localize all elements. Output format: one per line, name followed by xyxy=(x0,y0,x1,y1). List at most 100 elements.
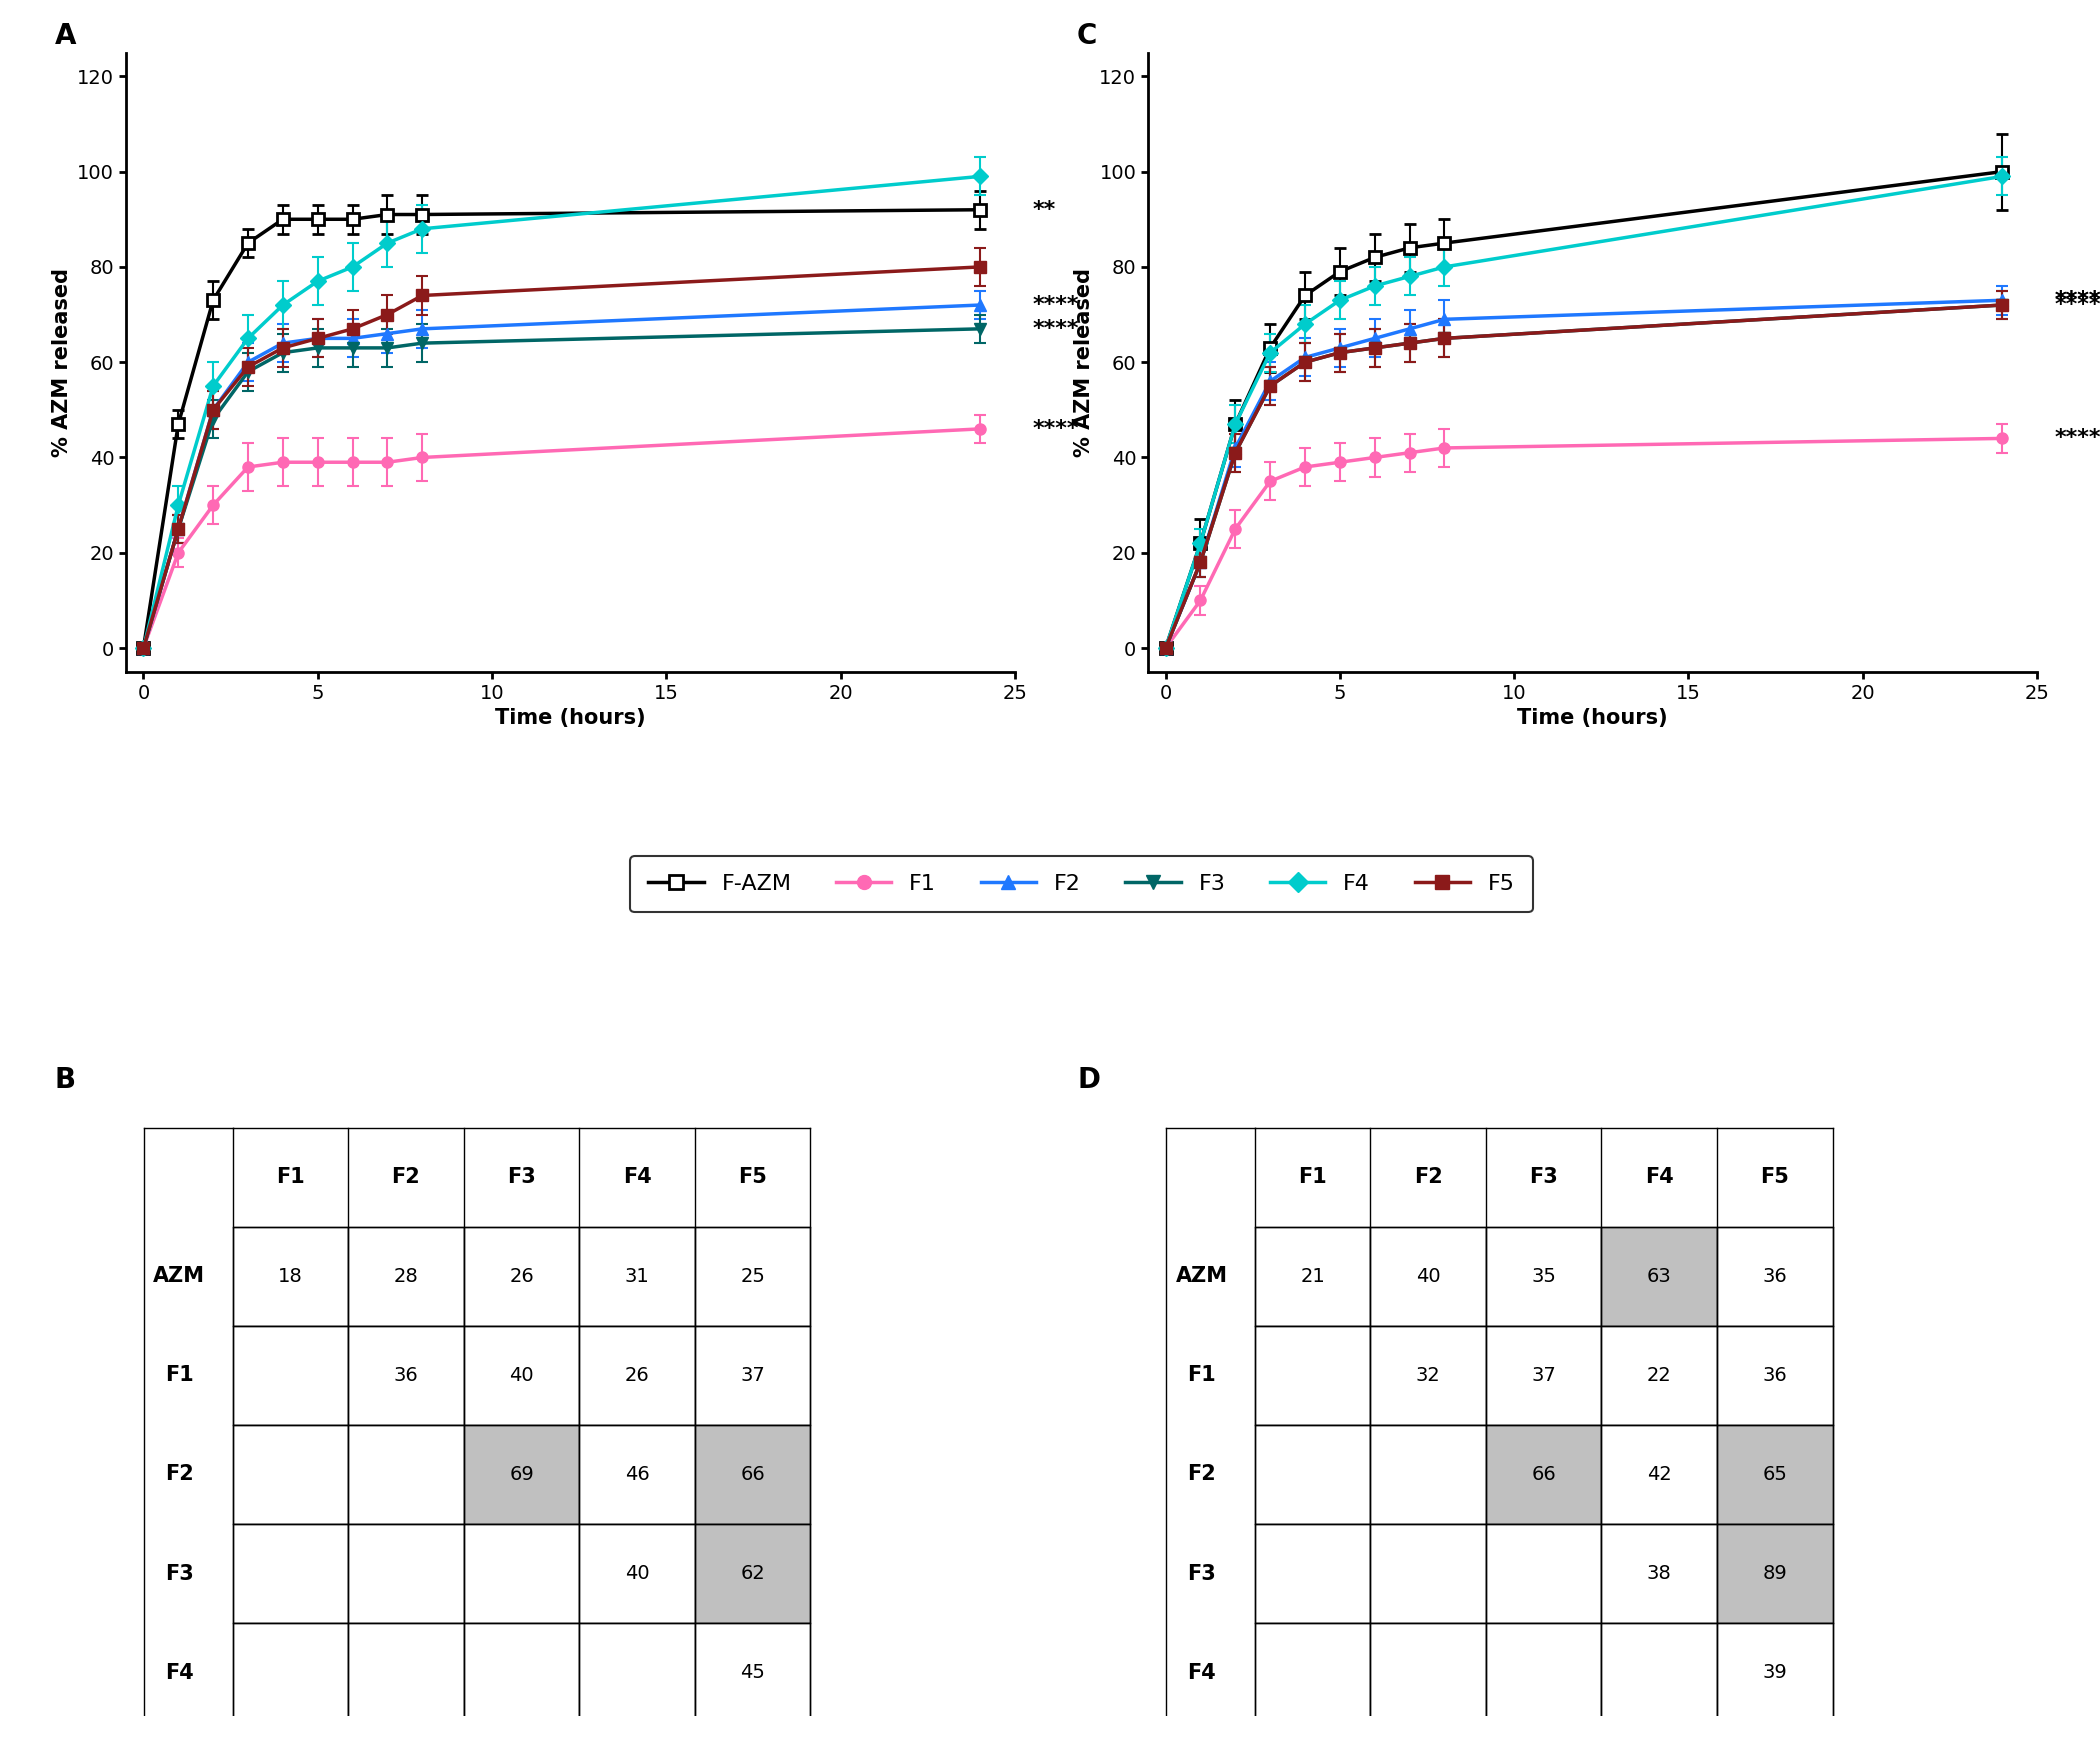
Text: F2: F2 xyxy=(166,1464,193,1485)
Text: 39: 39 xyxy=(1762,1663,1787,1683)
Text: 66: 66 xyxy=(1531,1466,1556,1483)
FancyBboxPatch shape xyxy=(1256,1523,1371,1623)
Text: F2: F2 xyxy=(1186,1464,1216,1485)
FancyBboxPatch shape xyxy=(1602,1623,1718,1723)
Text: F3: F3 xyxy=(1186,1564,1216,1583)
FancyBboxPatch shape xyxy=(1602,1523,1718,1623)
FancyBboxPatch shape xyxy=(1718,1623,1833,1723)
Text: 38: 38 xyxy=(1646,1564,1672,1583)
FancyBboxPatch shape xyxy=(1371,1623,1487,1723)
FancyBboxPatch shape xyxy=(1487,1326,1602,1425)
Text: F3: F3 xyxy=(1529,1168,1558,1187)
Text: ****: **** xyxy=(2054,291,2100,310)
Text: 40: 40 xyxy=(626,1564,649,1583)
Text: 21: 21 xyxy=(1300,1266,1325,1285)
FancyBboxPatch shape xyxy=(580,1227,695,1326)
Text: ****: **** xyxy=(1033,319,1079,340)
Text: 26: 26 xyxy=(624,1366,649,1385)
FancyBboxPatch shape xyxy=(464,1523,580,1623)
Text: ****: **** xyxy=(2054,291,2100,310)
Text: 36: 36 xyxy=(1762,1366,1787,1385)
Text: ****: **** xyxy=(2054,294,2100,315)
FancyBboxPatch shape xyxy=(464,1425,580,1523)
Text: F4: F4 xyxy=(1644,1168,1674,1187)
FancyBboxPatch shape xyxy=(1718,1425,1833,1523)
FancyBboxPatch shape xyxy=(233,1523,349,1623)
Text: 37: 37 xyxy=(741,1366,764,1385)
Text: 25: 25 xyxy=(739,1266,764,1285)
Text: ****: **** xyxy=(1033,418,1079,440)
FancyBboxPatch shape xyxy=(695,1623,811,1723)
Text: F1: F1 xyxy=(166,1366,193,1385)
Text: 32: 32 xyxy=(1415,1366,1441,1385)
FancyBboxPatch shape xyxy=(1256,1425,1371,1523)
FancyBboxPatch shape xyxy=(1371,1326,1487,1425)
FancyBboxPatch shape xyxy=(1602,1227,1718,1326)
Text: 26: 26 xyxy=(508,1266,533,1285)
FancyBboxPatch shape xyxy=(464,1326,580,1425)
FancyBboxPatch shape xyxy=(464,1623,580,1723)
Text: 69: 69 xyxy=(508,1466,533,1483)
FancyBboxPatch shape xyxy=(233,1623,349,1723)
Text: F2: F2 xyxy=(1413,1168,1443,1187)
Text: F3: F3 xyxy=(508,1168,536,1187)
FancyBboxPatch shape xyxy=(1487,1227,1602,1326)
FancyBboxPatch shape xyxy=(1602,1425,1718,1523)
Text: 40: 40 xyxy=(1415,1266,1441,1285)
FancyBboxPatch shape xyxy=(1256,1227,1371,1326)
FancyBboxPatch shape xyxy=(1718,1227,1833,1326)
Text: 36: 36 xyxy=(393,1366,418,1385)
Text: F4: F4 xyxy=(1186,1663,1216,1683)
Text: B: B xyxy=(55,1066,76,1094)
Text: 28: 28 xyxy=(393,1266,418,1285)
FancyBboxPatch shape xyxy=(695,1227,811,1326)
Text: F1: F1 xyxy=(1298,1168,1327,1187)
Text: 89: 89 xyxy=(1762,1564,1787,1583)
FancyBboxPatch shape xyxy=(1602,1326,1718,1425)
FancyBboxPatch shape xyxy=(695,1326,811,1425)
FancyBboxPatch shape xyxy=(580,1623,695,1723)
FancyBboxPatch shape xyxy=(1371,1425,1487,1523)
Text: AZM: AZM xyxy=(1176,1266,1228,1287)
FancyBboxPatch shape xyxy=(1371,1227,1487,1326)
Text: 42: 42 xyxy=(1646,1466,1672,1483)
Text: 65: 65 xyxy=(1762,1466,1787,1483)
Text: **: ** xyxy=(1033,200,1056,219)
Legend: F-AZM, F1, F2, F3, F4, F5: F-AZM, F1, F2, F3, F4, F5 xyxy=(630,856,1533,912)
FancyBboxPatch shape xyxy=(349,1227,464,1326)
Text: 18: 18 xyxy=(277,1266,302,1285)
FancyBboxPatch shape xyxy=(233,1227,349,1326)
FancyBboxPatch shape xyxy=(580,1425,695,1523)
FancyBboxPatch shape xyxy=(1718,1326,1833,1425)
FancyBboxPatch shape xyxy=(1487,1623,1602,1723)
Text: C: C xyxy=(1077,21,1098,49)
Text: 62: 62 xyxy=(741,1564,764,1583)
Text: 45: 45 xyxy=(739,1663,764,1683)
FancyBboxPatch shape xyxy=(464,1227,580,1326)
X-axis label: Time (hours): Time (hours) xyxy=(496,707,645,728)
Text: 66: 66 xyxy=(741,1466,764,1483)
Text: 35: 35 xyxy=(1531,1266,1556,1285)
FancyBboxPatch shape xyxy=(1256,1326,1371,1425)
Text: 22: 22 xyxy=(1646,1366,1672,1385)
Text: 46: 46 xyxy=(624,1466,649,1483)
Text: F3: F3 xyxy=(166,1564,193,1583)
FancyBboxPatch shape xyxy=(695,1425,811,1523)
Text: ****: **** xyxy=(1033,294,1079,315)
FancyBboxPatch shape xyxy=(233,1425,349,1523)
Text: D: D xyxy=(1077,1066,1100,1094)
Text: 31: 31 xyxy=(624,1266,649,1285)
FancyBboxPatch shape xyxy=(580,1326,695,1425)
Y-axis label: % AZM released: % AZM released xyxy=(1073,268,1094,457)
FancyBboxPatch shape xyxy=(1718,1523,1833,1623)
FancyBboxPatch shape xyxy=(349,1326,464,1425)
FancyBboxPatch shape xyxy=(233,1326,349,1425)
Text: A: A xyxy=(55,21,76,49)
FancyBboxPatch shape xyxy=(349,1523,464,1623)
Text: F5: F5 xyxy=(739,1168,766,1187)
FancyBboxPatch shape xyxy=(349,1425,464,1523)
Y-axis label: % AZM released: % AZM released xyxy=(52,268,71,457)
FancyBboxPatch shape xyxy=(1487,1425,1602,1523)
Text: 40: 40 xyxy=(508,1366,533,1385)
Text: ****: **** xyxy=(2054,429,2100,448)
